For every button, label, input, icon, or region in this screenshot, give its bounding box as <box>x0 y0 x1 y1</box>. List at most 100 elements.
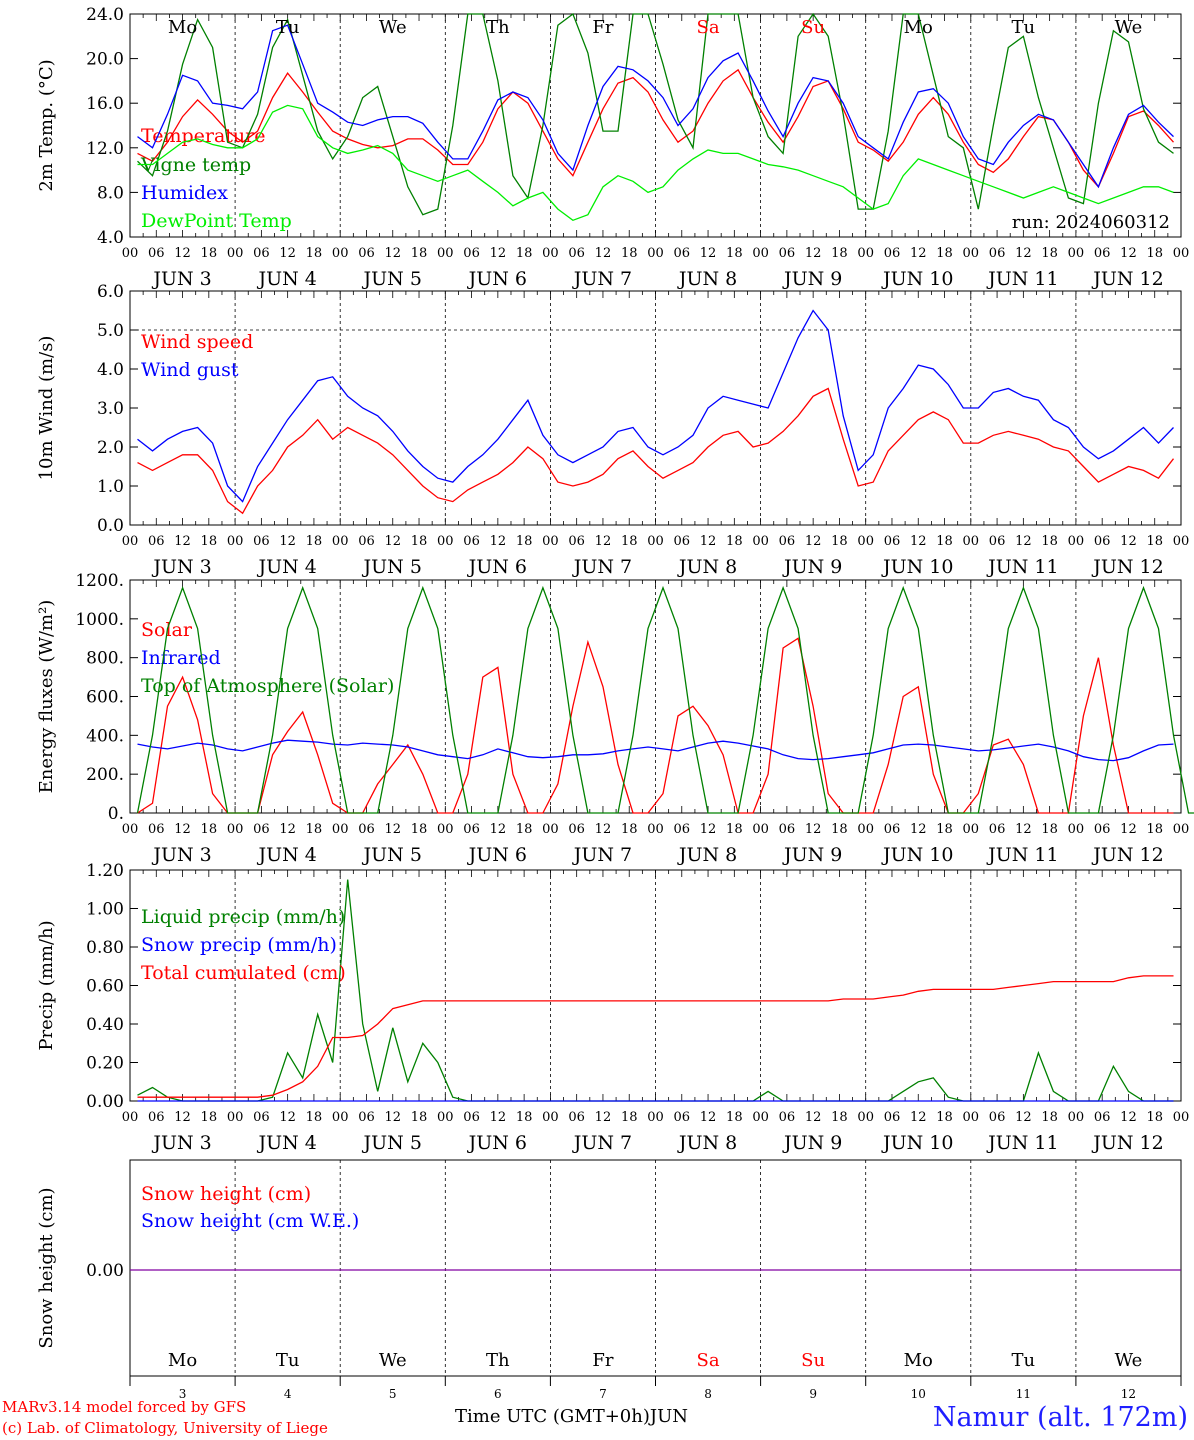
hour-tick-label: 18 <box>411 1110 428 1125</box>
hour-tick-label: 12 <box>910 822 927 837</box>
hour-tick-label: 00 <box>647 1110 664 1125</box>
y-tick-label: 8.0 <box>97 183 124 203</box>
series-line <box>136 585 1194 814</box>
hour-tick-label: 12 <box>490 822 507 837</box>
weekday-label: Tu <box>1012 17 1036 38</box>
hour-tick-label: 12 <box>279 534 296 549</box>
y-tick-label: 0. <box>108 804 124 824</box>
legend-entry: Temperature <box>141 125 265 147</box>
hour-tick-label: 00 <box>963 534 980 549</box>
hour-tick-label: 18 <box>726 1110 743 1125</box>
hour-tick-label: 00 <box>1173 534 1190 549</box>
hour-tick-label: 18 <box>936 822 953 837</box>
weekday-label: Mo <box>904 1350 933 1371</box>
day-number-label: 11 <box>1016 1387 1031 1401</box>
day-number-label: 6 <box>494 1387 502 1401</box>
hour-tick-label: 18 <box>936 246 953 261</box>
date-label: JUN 8 <box>677 556 737 578</box>
y-tick-label: 5.0 <box>97 321 124 341</box>
hour-tick-label: 06 <box>989 534 1006 549</box>
date-label: JUN 6 <box>467 844 527 866</box>
hour-tick-label: 12 <box>279 1110 296 1125</box>
hour-tick-label: 00 <box>647 246 664 261</box>
hour-tick-label: 06 <box>779 1110 796 1125</box>
hour-tick-label: 06 <box>148 1110 165 1125</box>
hour-tick-label: 12 <box>174 1110 191 1125</box>
date-label: JUN 10 <box>881 268 953 290</box>
series-line <box>137 637 1174 814</box>
hour-tick-label: 18 <box>516 246 533 261</box>
y-tick-label: 20.0 <box>86 50 124 70</box>
legend-entry: Humidex <box>141 182 228 204</box>
hour-tick-label: 00 <box>1068 246 1085 261</box>
y-tick-label: 0.80 <box>86 938 124 958</box>
hour-tick-label: 06 <box>148 822 165 837</box>
hour-tick-label: 00 <box>1068 822 1085 837</box>
legend-entry: Vigne temp <box>140 154 251 176</box>
hour-tick-label: 06 <box>1094 1110 1111 1125</box>
date-label: JUN 11 <box>986 268 1058 290</box>
hour-tick-label: 00 <box>332 534 349 549</box>
hour-tick-label: 12 <box>910 1110 927 1125</box>
hour-tick-label: 00 <box>122 534 139 549</box>
weekday-label: Mo <box>168 17 197 38</box>
weekday-label: We <box>1115 1350 1143 1371</box>
station-name: Namur (alt. 172m) <box>932 1402 1188 1433</box>
weekday-label: Su <box>801 17 825 38</box>
hour-tick-label: 18 <box>201 246 218 261</box>
hour-tick-label: 12 <box>700 822 717 837</box>
hour-tick-label: 06 <box>1094 822 1111 837</box>
hour-tick-label: 18 <box>516 822 533 837</box>
y-tick-label: 1.00 <box>86 900 124 920</box>
hour-tick-label: 00 <box>542 534 559 549</box>
date-label: JUN 12 <box>1091 268 1163 290</box>
hour-tick-label: 12 <box>595 534 612 549</box>
date-label: JUN 9 <box>782 1132 842 1154</box>
date-label: JUN 6 <box>467 556 527 578</box>
y-tick-label: 400. <box>86 726 124 746</box>
date-label: JUN 5 <box>362 556 422 578</box>
date-label: JUN 11 <box>986 844 1058 866</box>
date-label: JUN 12 <box>1091 1132 1163 1154</box>
day-number-label: 3 <box>179 1387 187 1401</box>
series-line <box>137 387 1175 515</box>
weekday-label: Tu <box>276 1350 300 1371</box>
date-label: JUN 7 <box>572 844 632 866</box>
hour-tick-label: 00 <box>1173 1110 1190 1125</box>
series-line <box>137 104 1174 222</box>
date-label: JUN 6 <box>467 268 527 290</box>
hour-tick-label: 00 <box>752 246 769 261</box>
weekday-label: Mo <box>168 1350 197 1371</box>
hour-tick-label: 06 <box>148 534 165 549</box>
hour-tick-label: 18 <box>201 1110 218 1125</box>
lab-credit: (c) Lab. of Climatology, University of L… <box>2 1419 328 1437</box>
hour-tick-label: 06 <box>884 1110 901 1125</box>
date-label: JUN 4 <box>256 268 316 290</box>
hour-tick-label: 00 <box>647 822 664 837</box>
hour-tick-label: 12 <box>384 534 401 549</box>
y-tick-label: 1.0 <box>97 477 124 497</box>
hour-tick-label: 18 <box>411 534 428 549</box>
hour-tick-label: 18 <box>621 534 638 549</box>
hour-tick-label: 00 <box>122 822 139 837</box>
hour-tick-label: 06 <box>779 822 796 837</box>
weekday-label: Fr <box>592 17 613 38</box>
y-tick-label: 24.0 <box>86 5 124 25</box>
hour-tick-label: 12 <box>1120 1110 1137 1125</box>
hour-tick-label: 00 <box>752 822 769 837</box>
hour-tick-label: 18 <box>1146 822 1163 837</box>
hour-tick-label: 00 <box>542 822 559 837</box>
hour-tick-label: 00 <box>963 822 980 837</box>
y-tick-label: 16.0 <box>86 94 124 114</box>
hour-tick-label: 00 <box>332 1110 349 1125</box>
hour-tick-label: 00 <box>122 246 139 261</box>
series-line <box>137 739 1174 762</box>
y-tick-label: 200. <box>86 765 124 785</box>
hour-tick-label: 18 <box>831 822 848 837</box>
y-tick-label: 1000. <box>75 610 124 630</box>
hour-tick-label: 06 <box>779 246 796 261</box>
hour-tick-label: 12 <box>805 246 822 261</box>
hour-tick-label: 12 <box>700 246 717 261</box>
hour-tick-label: 00 <box>1068 1110 1085 1125</box>
hour-tick-label: 18 <box>306 822 323 837</box>
